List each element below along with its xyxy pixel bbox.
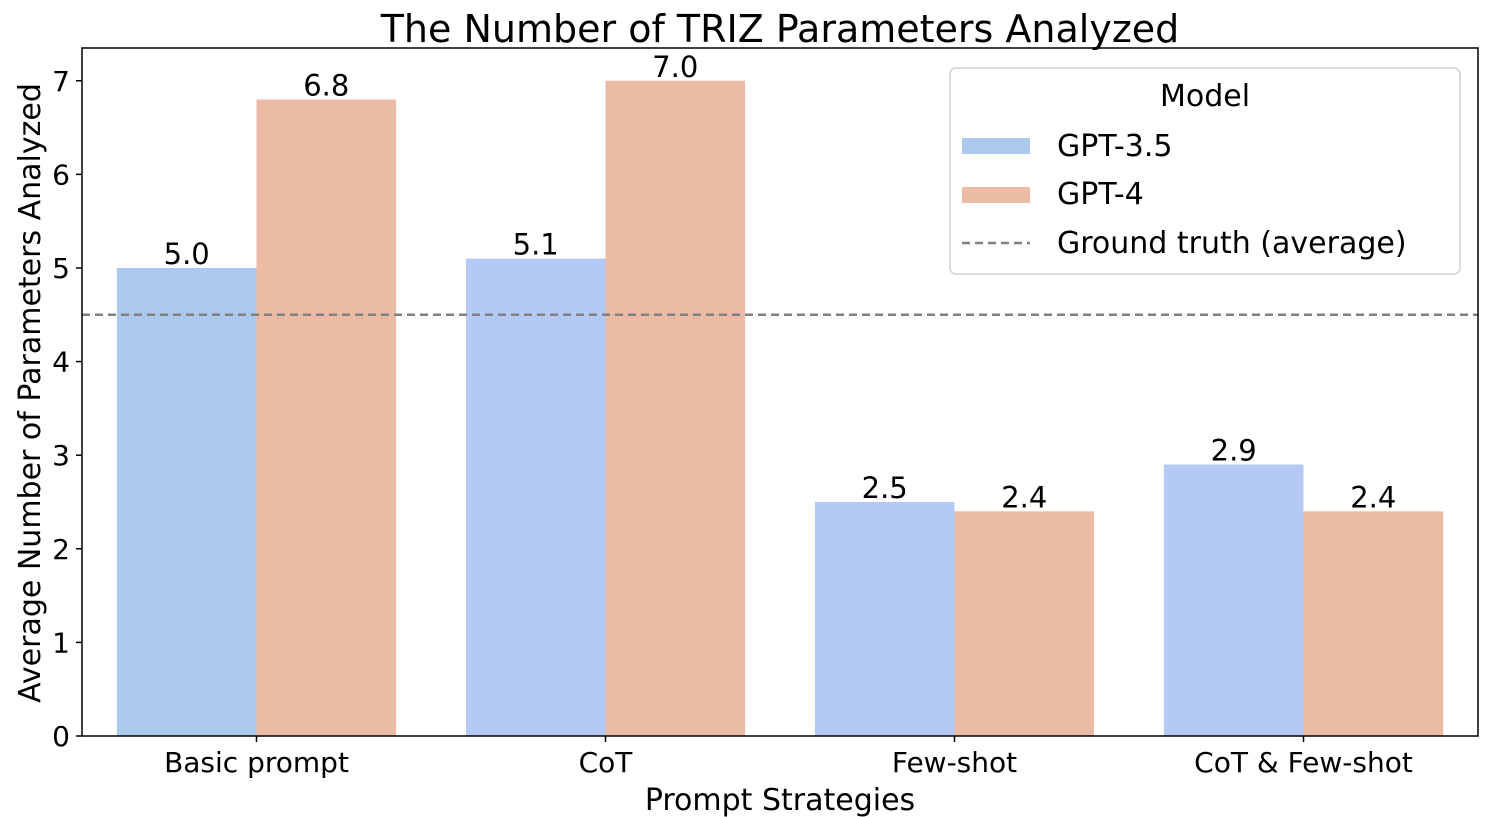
data-label-gpt-4-few-shot: 2.4 bbox=[1001, 480, 1047, 514]
y-tick-label-1: 1 bbox=[52, 626, 70, 659]
legend-title: Model bbox=[1160, 79, 1250, 114]
y-tick-label-3: 3 bbox=[52, 439, 70, 472]
bar-gpt-4-few-shot bbox=[955, 511, 1095, 736]
y-tick-label-2: 2 bbox=[52, 533, 70, 566]
bar-gpt-3-5-cot-few-shot bbox=[1164, 465, 1304, 736]
y-tick-label-4: 4 bbox=[52, 346, 70, 379]
bar-gpt-4-cot bbox=[606, 81, 746, 736]
bar-gpt-3-5-few-shot bbox=[815, 502, 955, 736]
data-label-gpt-3-5-cot: 5.1 bbox=[513, 228, 559, 262]
x-axis-label: Prompt Strategies bbox=[645, 783, 915, 817]
x-tick-label-basic-prompt: Basic prompt bbox=[164, 746, 349, 779]
bar-gpt-3-5-cot bbox=[466, 259, 606, 736]
legend-swatch-gpt-3-5 bbox=[962, 138, 1030, 154]
x-tick-label-cot: CoT bbox=[579, 746, 634, 779]
chart-title: The Number of TRIZ Parameters Analyzed bbox=[380, 7, 1180, 51]
x-tick-label-few-shot: Few-shot bbox=[892, 746, 1017, 779]
data-label-gpt-4-basic-prompt: 6.8 bbox=[303, 68, 349, 102]
y-tick-label-5: 5 bbox=[52, 252, 70, 285]
y-axis-label: Average Number of Parameters Analyzed bbox=[13, 83, 48, 703]
bar-gpt-3-5-basic-prompt bbox=[117, 268, 257, 736]
data-label-gpt-3-5-few-shot: 2.5 bbox=[862, 471, 908, 505]
legend-label-gpt-3-5: GPT-3.5 bbox=[1057, 129, 1172, 164]
data-label-gpt-4-cot: 7.0 bbox=[652, 50, 698, 84]
legend: Model GPT-3.5 GPT-4 Ground truth (averag… bbox=[950, 68, 1460, 274]
y-tick-label-0: 0 bbox=[52, 720, 70, 753]
y-tick-label-6: 6 bbox=[52, 158, 70, 191]
bar-gpt-4-basic-prompt bbox=[257, 99, 397, 736]
legend-label-ground-truth: Ground truth (average) bbox=[1057, 226, 1407, 261]
legend-label-gpt-4: GPT-4 bbox=[1057, 177, 1144, 212]
x-tick-label-cot-few-shot: CoT & Few-shot bbox=[1194, 746, 1413, 779]
data-label-gpt-3-5-basic-prompt: 5.0 bbox=[164, 237, 210, 271]
legend-swatch-gpt-4 bbox=[962, 187, 1030, 203]
data-label-gpt-3-5-cot-few-shot: 2.9 bbox=[1211, 434, 1257, 468]
data-label-gpt-4-cot-few-shot: 2.4 bbox=[1350, 480, 1396, 514]
y-tick-label-7: 7 bbox=[52, 65, 70, 98]
bar-gpt-4-cot-few-shot bbox=[1304, 511, 1444, 736]
